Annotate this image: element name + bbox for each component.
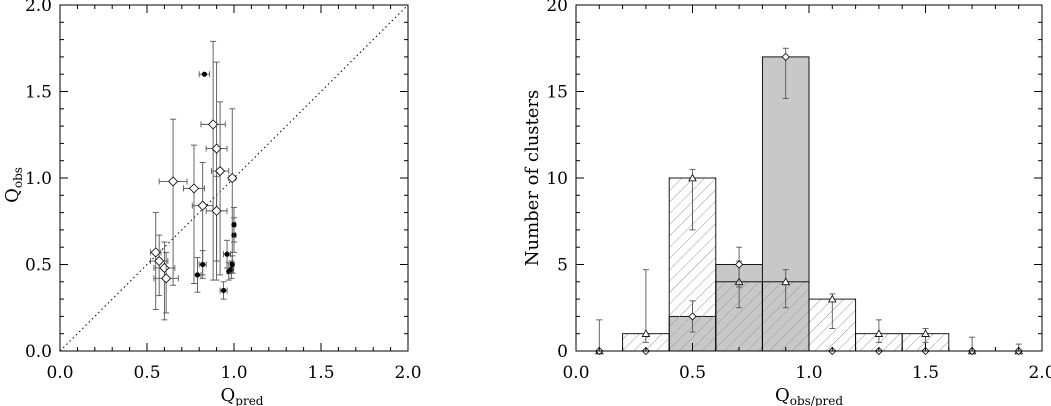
filled-circle-marker [194, 272, 201, 278]
right-histogram-panel: 0.0 0.5 1.0 1.5 2.0 0 5 10 15 20 Qobs/pred Number… [522, 0, 1051, 406]
left-y-axis-label: Qobs [2, 167, 25, 203]
right-ticks [575, 4, 1043, 352]
diamond-marker [227, 172, 238, 184]
filled-circle-marker [224, 251, 230, 257]
right-point-0-5 [828, 293, 837, 329]
diamond-marker [211, 205, 222, 216]
right-y-tick-label: 0 [557, 342, 568, 362]
left-y-tick-label: 2.0 [25, 0, 52, 16]
triangle-marker [874, 329, 884, 337]
right-y-tick-label: 15 [546, 83, 568, 103]
left-x-tick-label: 1.0 [220, 363, 247, 383]
right-point-1-3 [735, 246, 744, 288]
left-ticks [59, 4, 409, 352]
right-x-tick-label: 1.5 [912, 363, 939, 383]
right-point-1-2 [688, 300, 697, 333]
right-point-1-4 [781, 47, 790, 99]
triangle-marker [921, 329, 930, 337]
triangle-marker [641, 329, 651, 337]
right-x-tick-label: 2.0 [1028, 363, 1051, 383]
diamond-marker [688, 312, 697, 321]
right-point-0-7 [921, 328, 930, 343]
filled-circle-marker [220, 287, 227, 294]
left-y-tick-label: 1.5 [25, 83, 52, 103]
right-x-tick-label: 0.0 [562, 363, 589, 383]
diamond-marker [159, 262, 170, 274]
left-x-tick-label: 1.5 [307, 363, 334, 383]
left-point-0-1 [150, 234, 169, 297]
left-point-1-0 [198, 71, 211, 78]
right-y-tick-label: 5 [557, 256, 568, 276]
left-point-1-4 [223, 239, 231, 269]
diamond-marker [215, 166, 226, 177]
diamond-marker [154, 255, 165, 267]
left-point-1-7 [229, 255, 236, 274]
filled-circle-marker [201, 71, 208, 77]
triangle-marker [688, 173, 697, 182]
diamond-marker [208, 119, 219, 130]
diamond-marker [161, 273, 172, 284]
right-point-0-1 [641, 269, 651, 343]
right-tick-labels: 0.0 0.5 1.0 1.5 2.0 0 5 10 15 20 [546, 0, 1051, 383]
left-point-0-10 [210, 101, 230, 276]
left-x-tick-label: 2.0 [394, 363, 421, 383]
filled-circle-marker [229, 261, 235, 268]
one-to-one-reference-line [59, 4, 409, 352]
right-x-axis-label: Qobs/pred [775, 385, 843, 406]
diamond-marker [781, 52, 790, 61]
left-point-0-11 [227, 108, 238, 274]
diamond-marker [188, 183, 200, 194]
left-point-0-3 [153, 251, 179, 314]
diamond-marker [211, 143, 222, 154]
right-y-tick-label: 10 [546, 169, 568, 189]
right-y-tick-label: 20 [546, 0, 568, 16]
left-point-1-1 [193, 257, 202, 293]
left-y-tick-label: 0.0 [25, 342, 52, 362]
left-point-0-4 [158, 118, 188, 286]
right-x-tick-label: 1.0 [795, 363, 822, 383]
filled-circle-marker [228, 267, 234, 273]
left-point-0-9 [205, 175, 228, 281]
left-y-tick-label: 1.0 [25, 169, 52, 189]
diamond-marker [735, 260, 744, 269]
right-histogram-marks [595, 47, 1023, 356]
right-y-axis-label: Number of clusters [522, 90, 543, 267]
left-tick-labels: 0.0 0.5 1.0 1.5 2.0 0.0 0.5 1.0 1.5 2.0 [25, 0, 422, 383]
diamond-marker [197, 200, 208, 211]
left-point-0-7 [200, 40, 226, 281]
triangle-marker [828, 294, 837, 303]
diamond-marker [150, 247, 161, 258]
left-point-1-3 [219, 281, 228, 300]
right-point-0-4 [781, 269, 790, 309]
right-point-0-6 [874, 319, 884, 343]
filled-circle-marker [231, 222, 237, 228]
right-x-tick-label: 0.5 [679, 363, 706, 383]
left-scatter-marks [59, 4, 409, 352]
left-point-1-2 [198, 250, 207, 279]
triangle-marker [781, 277, 790, 286]
left-x-tick-label: 0.5 [133, 363, 160, 383]
left-point-0-5 [183, 144, 205, 284]
filled-circle-marker [200, 261, 206, 268]
left-x-axis-label: Qpred [221, 385, 264, 406]
left-scatter-panel: 0.0 0.5 1.0 1.5 2.0 0.0 0.5 1.0 1.5 2.0 Qpred Qob… [2, 0, 422, 406]
diamond-marker [168, 176, 179, 187]
left-x-tick-label: 0.0 [46, 363, 73, 383]
left-y-tick-label: 0.5 [25, 256, 52, 276]
right-point-0-2 [688, 168, 697, 231]
left-point-1-9 [231, 206, 237, 243]
